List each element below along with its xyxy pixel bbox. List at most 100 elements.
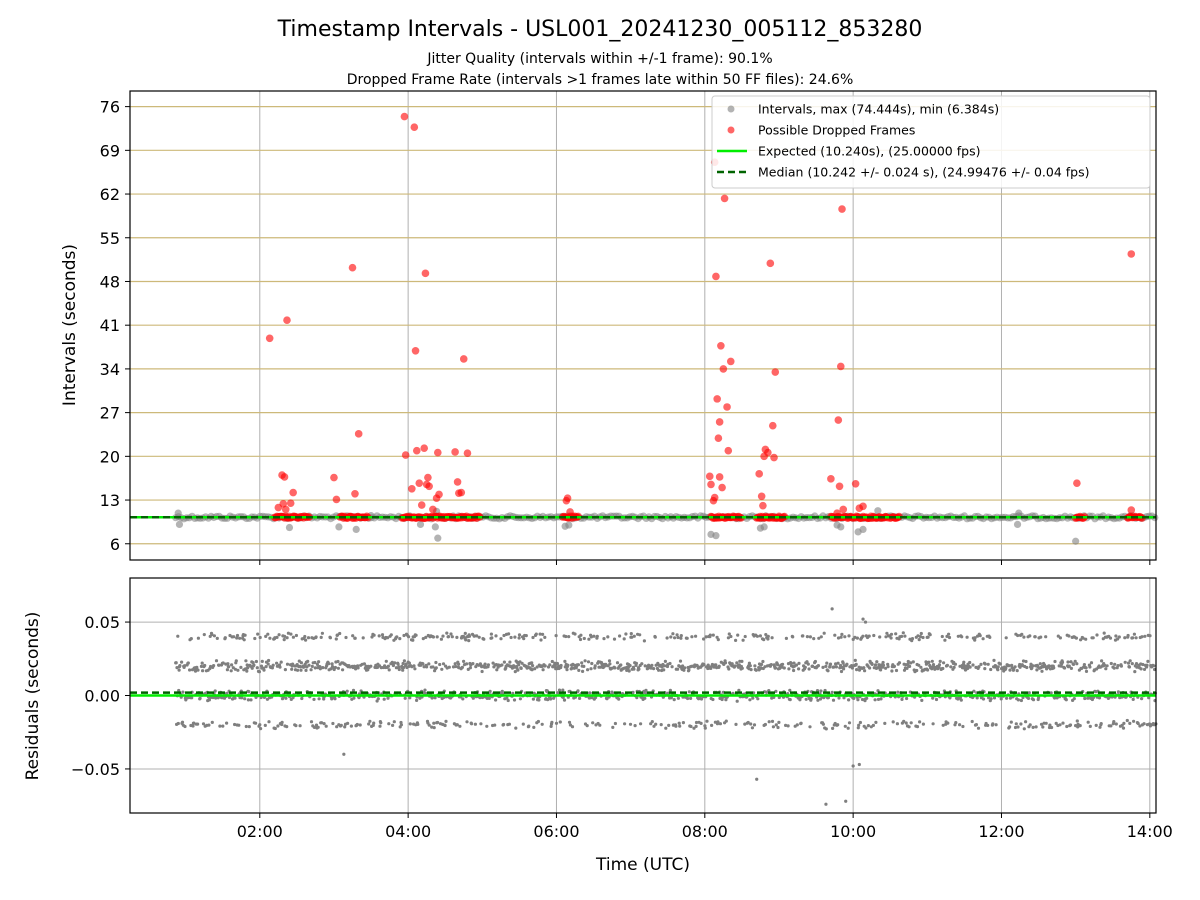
residual-point xyxy=(407,635,411,639)
residual-point xyxy=(702,637,706,641)
residual-point xyxy=(672,698,676,702)
residual-point xyxy=(578,696,582,701)
residual-point xyxy=(490,636,494,640)
residual-point xyxy=(873,698,877,702)
residual-point xyxy=(322,722,326,726)
residual-point xyxy=(649,666,653,670)
residual-point xyxy=(879,697,883,701)
residual-point xyxy=(986,723,990,728)
residual-point xyxy=(831,698,836,702)
residual-point xyxy=(872,633,876,638)
residual-point xyxy=(479,722,483,726)
legend-entry-expected: Expected (10.240s), (25.00000 fps) xyxy=(758,144,980,159)
residual-point xyxy=(737,688,741,693)
residual-point xyxy=(570,725,575,729)
intervals-y-tick-label: 34 xyxy=(100,360,120,379)
residual-point xyxy=(506,698,510,703)
residual-point xyxy=(336,659,340,664)
residual-point xyxy=(905,696,909,701)
dropped-frame-point xyxy=(839,505,848,514)
residual-point xyxy=(285,662,290,666)
residual-point xyxy=(202,633,206,637)
residual-point xyxy=(1114,722,1118,726)
residual-point xyxy=(652,667,656,671)
residual-point xyxy=(1028,723,1032,727)
residual-point xyxy=(1122,721,1126,726)
residual-point xyxy=(286,631,290,635)
interval-point xyxy=(565,521,573,529)
dropped-frame-point xyxy=(770,453,778,462)
residual-point xyxy=(291,662,295,666)
residual-point xyxy=(824,664,828,669)
residual-point xyxy=(275,635,279,640)
residual-point xyxy=(509,635,513,640)
intervals-y-tick-label: 48 xyxy=(100,272,120,291)
residual-point xyxy=(994,664,998,668)
residual-point xyxy=(441,662,446,666)
residual-point xyxy=(576,689,580,693)
residual-point xyxy=(221,724,225,728)
residual-point xyxy=(794,663,799,667)
residual-point xyxy=(615,661,620,665)
residual-point xyxy=(774,723,778,727)
residual-point xyxy=(1069,660,1073,664)
residual-point xyxy=(368,719,372,723)
residual-point xyxy=(578,637,583,642)
residual-point xyxy=(839,635,843,639)
residual-point xyxy=(225,691,229,695)
residual-point xyxy=(517,636,521,640)
residual-point xyxy=(792,661,796,665)
residual-point xyxy=(930,659,934,663)
dropped-frame-point xyxy=(1127,506,1136,514)
residual-point xyxy=(654,722,658,726)
residual-point xyxy=(1139,667,1143,671)
residual-point xyxy=(352,664,356,668)
residual-point xyxy=(764,633,768,637)
residual-point xyxy=(1008,725,1012,729)
residual-point xyxy=(937,663,942,667)
residual-point xyxy=(958,723,962,727)
residual-point xyxy=(1132,719,1136,723)
residual-point xyxy=(671,632,675,636)
residual-point xyxy=(282,638,286,642)
residual-point xyxy=(1005,696,1009,700)
residual-point xyxy=(322,697,326,701)
residual-point xyxy=(1013,665,1017,669)
residual-point xyxy=(877,663,881,667)
residual-point xyxy=(676,696,681,700)
residuals-y-tick-label: 0.05 xyxy=(84,613,120,632)
residual-point xyxy=(981,697,986,701)
residual-point xyxy=(734,722,738,727)
dropped-frame-point xyxy=(429,505,437,514)
residual-point xyxy=(776,663,780,667)
residual-point xyxy=(1074,636,1078,640)
interval-point xyxy=(874,507,882,515)
residuals-ticks: −0.05 0.00 0.05 02:00 04:00 06:00 08:00 10:00 12… xyxy=(71,613,1173,841)
residual-point xyxy=(548,663,552,667)
residual-point xyxy=(774,689,778,694)
residual-point xyxy=(931,696,935,700)
residual-point xyxy=(1009,720,1013,724)
dropped-frame-point xyxy=(720,194,729,203)
residual-point xyxy=(408,696,412,700)
residual-point xyxy=(247,725,251,729)
residual-point xyxy=(836,661,840,665)
residual-point xyxy=(221,661,225,665)
residual-point xyxy=(336,666,340,670)
residual-point xyxy=(369,664,373,668)
residual-point xyxy=(300,696,304,701)
residual-point xyxy=(632,667,636,671)
residual-point xyxy=(821,665,825,670)
residual-point xyxy=(1081,636,1085,640)
residual-point xyxy=(834,665,839,669)
residual-point xyxy=(926,668,930,672)
residual-point xyxy=(264,665,268,669)
residual-point xyxy=(372,721,376,725)
dropped-frame-point xyxy=(563,494,572,502)
residual-point xyxy=(1141,662,1145,667)
residual-point xyxy=(828,662,833,666)
residual-point xyxy=(797,661,801,666)
residual-point xyxy=(789,661,793,665)
residual-point xyxy=(704,635,708,639)
residual-point xyxy=(535,665,539,669)
